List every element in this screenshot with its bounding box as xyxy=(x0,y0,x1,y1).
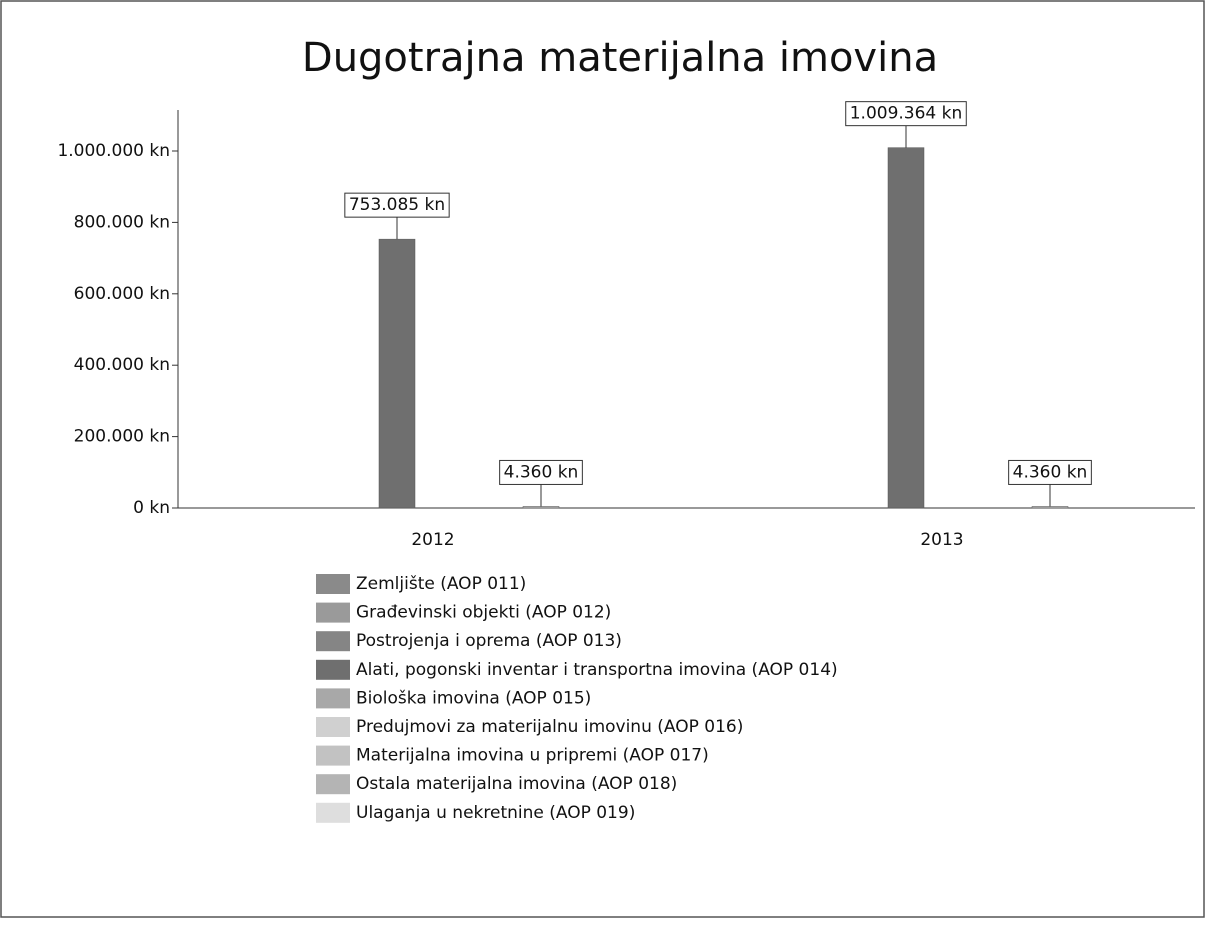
legend-swatch xyxy=(316,574,350,594)
legend-swatch xyxy=(316,602,350,623)
legend-label: Predujmovi za materijalnu imovinu (AOP 0… xyxy=(356,717,743,737)
y-tick-label: 200.000 kn xyxy=(74,427,170,447)
legend-swatch xyxy=(316,774,350,795)
data-label: 753.085 kn xyxy=(349,195,445,215)
y-tick-label: 1.000.000 kn xyxy=(57,141,170,161)
legend-label: Alati, pogonski inventar i transportna i… xyxy=(356,660,838,680)
legend-swatch xyxy=(316,631,350,652)
chart-title: Dugotrajna materijalna imovina xyxy=(302,35,938,81)
legend-swatch xyxy=(316,659,350,680)
y-tick-label: 800.000 kn xyxy=(74,212,170,232)
legend-swatch xyxy=(316,745,350,766)
bar xyxy=(378,238,416,509)
legend-label: Građevinski objekti (AOP 012) xyxy=(356,603,611,623)
y-tick-label: 600.000 kn xyxy=(74,284,170,304)
y-tick-label: 0 kn xyxy=(133,498,170,518)
legend-label: Postrojenja i oprema (AOP 013) xyxy=(356,631,622,651)
legend-label: Materijalna imovina u pripremi (AOP 017) xyxy=(356,746,709,766)
data-label: 4.360 kn xyxy=(1013,462,1088,482)
x-tick-label: 2012 xyxy=(411,530,454,550)
data-label-box xyxy=(1008,459,1092,485)
legend-swatch xyxy=(316,717,350,737)
legend-swatch xyxy=(316,802,350,823)
data-label-box xyxy=(499,459,583,485)
data-label-box xyxy=(845,101,967,127)
legend-label: Ostala materijalna imovina (AOP 018) xyxy=(356,774,677,794)
bar xyxy=(522,506,560,509)
legend-swatch xyxy=(316,688,350,709)
legend-label: Biološka imovina (AOP 015) xyxy=(356,688,591,708)
data-label: 4.360 kn xyxy=(504,462,579,482)
bar xyxy=(1031,506,1069,509)
legend-label: Ulaganja u nekretnine (AOP 019) xyxy=(356,803,635,823)
x-tick-label: 2013 xyxy=(920,530,963,550)
bar xyxy=(887,147,925,509)
data-label: 1.009.364 kn xyxy=(850,104,963,124)
y-tick-label: 400.000 kn xyxy=(74,355,170,375)
legend-label: Zemljište (AOP 011) xyxy=(356,574,526,594)
data-label-box xyxy=(344,192,450,218)
